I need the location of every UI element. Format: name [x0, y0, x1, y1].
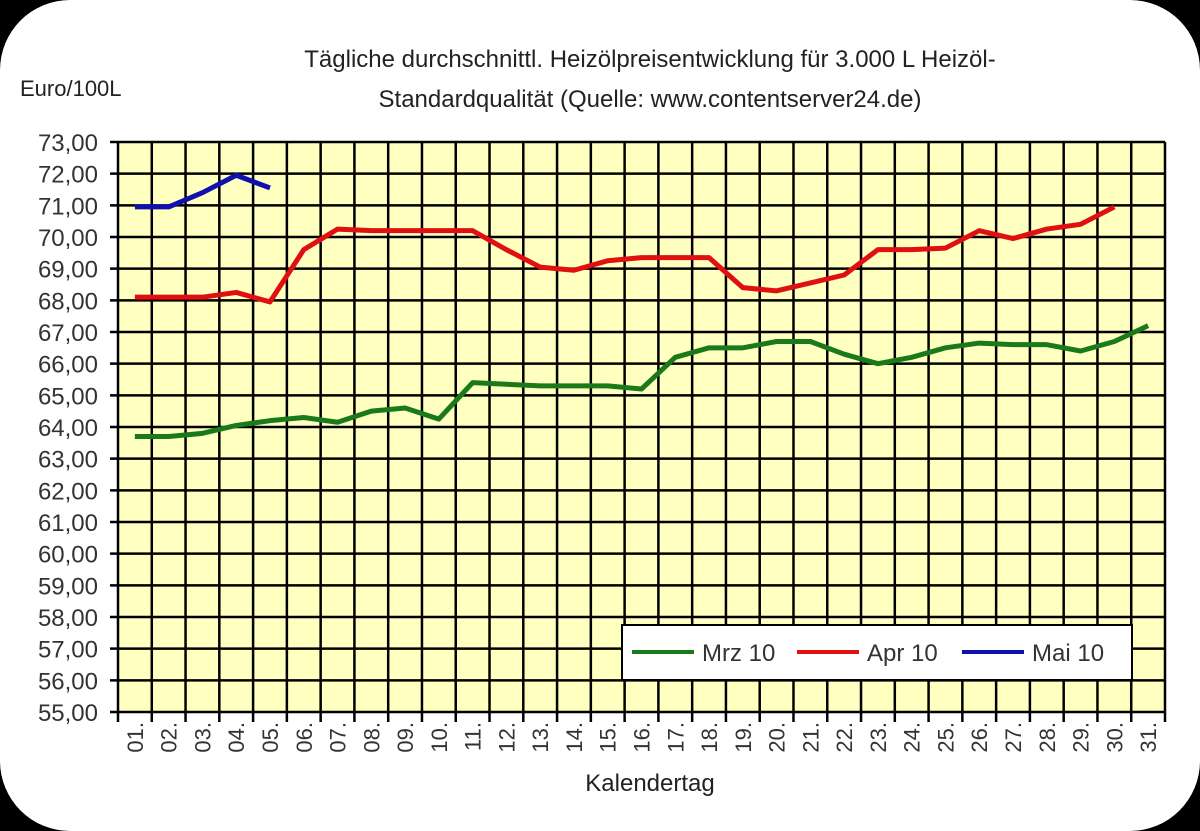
x-tick-label: 03. — [190, 722, 215, 753]
y-tick-label: 69,00 — [38, 257, 98, 284]
x-tick-label: 28. — [1035, 722, 1060, 753]
y-tick-label: 60,00 — [38, 542, 98, 569]
x-tick-label: 24. — [900, 722, 925, 753]
series-line-apr-10 — [134, 204, 1116, 305]
x-tick-label: 11. — [461, 722, 486, 751]
legend-label: Mrz 10 — [702, 640, 775, 667]
y-tick-label: 56,00 — [38, 668, 98, 695]
x-tick-label: 05. — [258, 722, 283, 753]
x-tick-label: 27. — [1001, 722, 1026, 753]
x-tick-label: 25. — [933, 722, 958, 753]
x-tick-label: 19. — [731, 722, 756, 753]
y-tick-label: 70,00 — [38, 225, 98, 252]
y-tick-label: 67,00 — [38, 320, 98, 347]
legend-label: Mai 10 — [1032, 640, 1104, 667]
x-tick-label: 20. — [765, 722, 790, 753]
x-tick-label: 29. — [1069, 722, 1094, 753]
y-axis-label: Euro/100L — [20, 76, 122, 101]
x-tick-label: 17. — [663, 722, 688, 753]
x-tick-label: 06. — [292, 722, 317, 753]
y-tick-label: 62,00 — [38, 478, 98, 505]
legend — [621, 624, 1133, 681]
y-tick-label: 73,00 — [38, 130, 98, 157]
y-tick-label: 65,00 — [38, 383, 98, 410]
x-tick-label: 31. — [1136, 722, 1161, 753]
chart-title-line-1: Tägliche durchschnittl. Heizölpreisentwi… — [304, 46, 996, 73]
x-tick-label: 08. — [359, 722, 384, 753]
y-tick-label: 68,00 — [38, 288, 98, 315]
x-tick-label: 12. — [494, 722, 519, 753]
y-tick-label: 63,00 — [38, 447, 98, 474]
x-tick-label: 02. — [157, 722, 182, 753]
chart-title-line-2: Standardqualität (Quelle: www.contentser… — [378, 86, 922, 113]
x-tick-label: 30. — [1102, 722, 1127, 753]
y-tick-label: 59,00 — [38, 573, 98, 600]
x-tick-label: 23. — [866, 722, 891, 753]
y-tick-label: 61,00 — [38, 510, 98, 537]
x-tick-label: 16. — [630, 722, 655, 753]
x-tick-label: 07. — [326, 722, 351, 753]
y-tick-label: 66,00 — [38, 352, 98, 379]
x-tick-label: 21. — [798, 722, 823, 753]
x-tick-label: 22. — [832, 722, 857, 753]
legend-label: Apr 10 — [867, 640, 938, 667]
series-line-mai-10 — [134, 172, 271, 210]
y-tick-label: 58,00 — [38, 605, 98, 632]
x-tick-label: 10. — [427, 722, 452, 753]
x-tick-label: 14. — [562, 722, 587, 753]
y-tick-label: 72,00 — [38, 162, 98, 189]
series-line-mrz-10 — [134, 323, 1150, 439]
y-tick-label: 55,00 — [38, 700, 98, 727]
y-tick-label: 57,00 — [38, 637, 98, 664]
x-axis-label: Kalendertag — [585, 770, 715, 797]
y-tick-label: 64,00 — [38, 415, 98, 442]
x-tick-label: 26. — [967, 722, 992, 753]
x-tick-label: 09. — [393, 722, 418, 753]
x-tick-label: 18. — [697, 722, 722, 753]
x-tick-label: 13. — [528, 722, 553, 753]
x-tick-label: 15. — [596, 722, 621, 753]
chart-title: Tägliche durchschnittl. Heizölpreisentwi… — [150, 40, 1150, 120]
x-tick-label: 04. — [224, 722, 249, 753]
y-tick-label: 71,00 — [38, 193, 98, 220]
x-tick-label: 01. — [123, 722, 148, 753]
